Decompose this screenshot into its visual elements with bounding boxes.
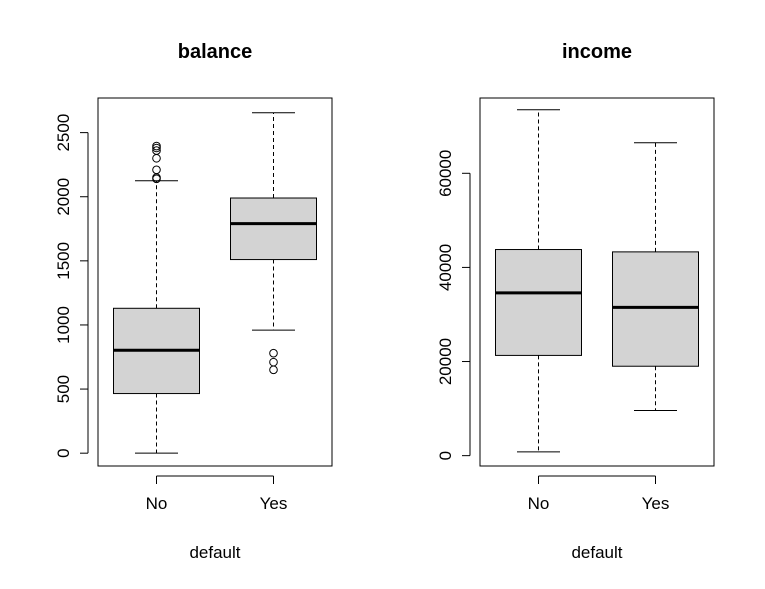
- y-tick-label: 2500: [54, 114, 73, 152]
- y-tick-label: 2000: [54, 178, 73, 216]
- y-tick-label: 20000: [436, 338, 455, 385]
- y-axis: 0 500 1000 1500 2000 2500: [54, 114, 89, 458]
- x-axis: No Yes: [146, 475, 288, 513]
- y-tick-label: 1000: [54, 306, 73, 344]
- outlier-point: [152, 141, 161, 151]
- outlier-point: [269, 365, 278, 375]
- outlier-point: [269, 357, 278, 367]
- x-tick-label: Yes: [260, 494, 288, 513]
- panel-income: income 0 20000 40000 60000 No Yes default: [436, 41, 715, 562]
- box-yes: [230, 197, 317, 261]
- box-no: [495, 249, 582, 356]
- x-tick-label: No: [528, 494, 550, 513]
- y-axis: 0 20000 40000 60000: [436, 150, 471, 460]
- y-tick-label: 0: [436, 451, 455, 460]
- y-tick-label: 500: [54, 375, 73, 403]
- marks: [495, 109, 699, 453]
- y-tick-label: 1500: [54, 242, 73, 280]
- chart-title: balance: [178, 41, 252, 63]
- y-tick-label: 40000: [436, 244, 455, 291]
- x-tick-label: Yes: [642, 494, 670, 513]
- outlier-point: [152, 153, 161, 163]
- outlier-point: [269, 348, 278, 358]
- x-tick-label: No: [146, 494, 168, 513]
- marks: [113, 112, 317, 454]
- plot-frame: [97, 97, 333, 467]
- outlier-point: [152, 146, 161, 155]
- x-axis-label: default: [189, 543, 240, 562]
- x-axis-label: default: [571, 543, 622, 562]
- plot-frame: [479, 97, 715, 467]
- chart-title: income: [562, 41, 632, 63]
- panel-balance: balance 0 500 1000 1500 2000 2500 No Yes defau…: [54, 41, 333, 562]
- box-yes: [612, 251, 699, 367]
- outlier-point: [152, 165, 161, 175]
- y-tick-label: 0: [54, 448, 73, 457]
- x-axis: No Yes: [528, 475, 670, 513]
- y-tick-label: 60000: [436, 150, 455, 197]
